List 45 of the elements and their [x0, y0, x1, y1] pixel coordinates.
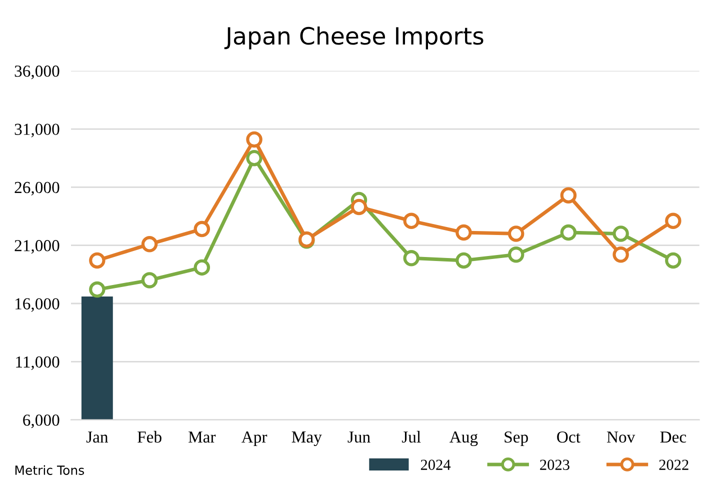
- point: [246, 150, 262, 166]
- x-tick-label: Sep: [504, 431, 528, 446]
- point: [246, 131, 262, 148]
- point: [508, 226, 524, 242]
- point: [456, 252, 472, 269]
- y-tick-label: 16,000: [16, 298, 60, 312]
- point: [403, 250, 420, 266]
- y-tick-label: 11,000: [16, 356, 60, 370]
- point: [350, 198, 368, 216]
- legend-label: 2023: [540, 460, 570, 470]
- y-tick-label: 6,000: [23, 414, 60, 428]
- point: [560, 187, 577, 204]
- x-tick-label: Oct: [557, 431, 580, 443]
- point: [665, 212, 682, 230]
- y-tick-label: 21,000: [14, 240, 60, 254]
- x-tick-label: Feb: [138, 430, 162, 443]
- x-tick-label: Jul: [402, 430, 421, 443]
- x-tick-label: Dec: [660, 432, 686, 443]
- y-tick-label: 31,000: [14, 124, 60, 138]
- point: [194, 220, 210, 238]
- point: [665, 252, 682, 269]
- point: [89, 252, 106, 269]
- point: [612, 226, 629, 242]
- point: [141, 272, 158, 288]
- y-tick-label: 36,000: [14, 66, 60, 80]
- text: Metric Tons: [15, 465, 84, 475]
- point: [89, 281, 106, 298]
- x-tick-label: Jan: [86, 432, 108, 443]
- point: [141, 236, 158, 252]
- point: [560, 224, 577, 241]
- x-tick-label: Apr: [241, 431, 268, 446]
- x-tick-label: Jun: [348, 432, 370, 443]
- point: [403, 212, 420, 230]
- point: [508, 246, 524, 263]
- legend-label: 2024: [420, 460, 451, 470]
- x-tick-label: May: [292, 432, 322, 446]
- y-tick-label: 26,000: [14, 182, 60, 196]
- point: [456, 224, 472, 241]
- point: [612, 246, 629, 263]
- x-tick-label: Nov: [606, 432, 636, 443]
- chart-title: Japan Cheese Imports: [224, 26, 484, 50]
- x-tick-label: Mar: [188, 432, 216, 443]
- point: [194, 259, 210, 276]
- legend-label: 2022: [659, 460, 688, 470]
- x-tick-label: Aug: [450, 431, 478, 446]
